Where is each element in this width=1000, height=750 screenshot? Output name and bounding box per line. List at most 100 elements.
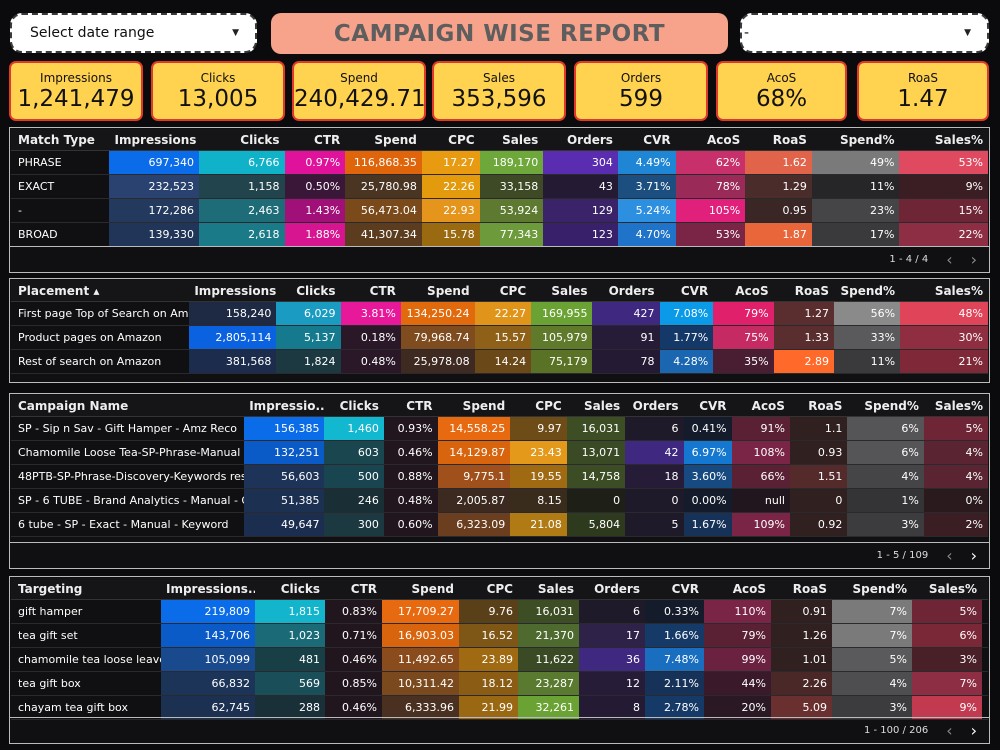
table-cell: - xyxy=(18,204,22,217)
column-header[interactable]: Spend xyxy=(462,399,506,413)
column-header[interactable]: CVR xyxy=(643,133,671,147)
column-header[interactable]: Impressions ▾ xyxy=(114,133,200,147)
chevron-right-icon[interactable]: › xyxy=(970,721,977,740)
column-header[interactable]: Spend xyxy=(411,582,454,596)
table-row[interactable]: chayam tea gift box 62,745 288 0.46% 6,333.9… xyxy=(11,696,988,720)
column-header[interactable]: Sales xyxy=(583,399,621,413)
table-cell: 6,029 xyxy=(276,302,341,325)
targeting-table: Targeting Impressions... Clicks CTR Spend CPC… xyxy=(9,576,990,744)
column-header[interactable]: CVR xyxy=(671,582,699,596)
table-cell: 5,804 xyxy=(566,513,626,536)
column-header[interactable]: CPC xyxy=(448,133,475,147)
table-row[interactable]: SP - 6 TUBE - Brand Analytics - Manual -… xyxy=(11,489,988,513)
table-row[interactable]: - 172,286 2,463 1.43% 56,473.04 22.93 53,924 12… xyxy=(11,199,989,223)
table-row[interactable]: Chamomile Loose Tea-SP-Phrase-Manual 132,… xyxy=(11,441,988,465)
column-header[interactable]: CTR xyxy=(350,582,377,596)
column-header[interactable]: Impressions xyxy=(194,284,277,298)
table-cell: 21,370 xyxy=(518,624,579,647)
table-row[interactable]: EXACT 232,523 1,158 0.50% 25,780.98 22.26 33,1… xyxy=(11,175,989,199)
chevron-left-icon[interactable]: ‹ xyxy=(946,546,953,565)
column-header[interactable]: CVR xyxy=(680,284,709,298)
kpi-label: Clicks xyxy=(200,71,236,85)
column-header[interactable]: Targeting xyxy=(18,582,83,596)
date-range-dropdown[interactable]: Select date range ▼ xyxy=(10,13,257,53)
table-row[interactable]: PHRASE 697,340 6,766 0.97% 116,868.35 17.27 18… xyxy=(11,151,989,175)
column-header[interactable]: RoaS xyxy=(794,284,829,298)
table-row[interactable]: gift hamper 219,809 1,815 0.83% 17,709.27 9.7… xyxy=(11,600,988,624)
chevron-right-icon[interactable]: › xyxy=(970,250,977,269)
column-header[interactable]: Sales xyxy=(551,284,588,298)
table-cell: 1.77% xyxy=(659,326,714,349)
column-header[interactable]: Spend xyxy=(427,284,470,298)
table-cell: 15.78 xyxy=(421,223,480,246)
column-header[interactable]: Impressio... xyxy=(249,399,325,413)
column-header[interactable]: Spend xyxy=(374,133,417,147)
column-header[interactable]: Sales% xyxy=(934,399,983,413)
kpi-label: Sales xyxy=(483,71,515,85)
campaign-table: Campaign Name Impressio... Clicks CTR Spend C… xyxy=(9,393,990,569)
table-cell: 23% xyxy=(811,199,900,222)
column-header[interactable]: Placement ▴ xyxy=(18,284,100,298)
chevron-left-icon[interactable]: ‹ xyxy=(946,250,953,269)
column-header[interactable]: Orders xyxy=(566,133,613,147)
filter-dropdown[interactable]: - ▼ xyxy=(740,13,989,53)
table-row[interactable]: Product pages on Amazon 2,805,114 5,137 0.1… xyxy=(11,326,988,350)
table-cell: 1,460 xyxy=(324,417,384,440)
column-header[interactable]: Clicks xyxy=(240,133,280,147)
column-header[interactable]: Orders xyxy=(632,399,679,413)
table-cell: 5 xyxy=(625,513,684,536)
table-row[interactable]: First page Top of Search on Amazon158,24… xyxy=(11,302,988,326)
table-row[interactable]: SP - Sip n Sav - Gift Hamper - Amz Reco 1… xyxy=(11,417,988,441)
column-header[interactable]: CTR xyxy=(369,284,396,298)
column-header[interactable]: Sales xyxy=(502,133,539,147)
column-header[interactable]: Spend% xyxy=(839,133,895,147)
chevron-right-icon[interactable]: › xyxy=(970,546,977,565)
column-header[interactable]: Sales xyxy=(537,582,574,596)
column-header[interactable]: Sales% xyxy=(934,133,984,147)
column-header[interactable]: AcoS xyxy=(735,284,769,298)
column-header[interactable]: CTR xyxy=(406,399,433,413)
table-row[interactable]: 48PTB-SP-Phrase-Discovery-Keywords resea… xyxy=(11,465,988,489)
column-header[interactable]: Impressions... xyxy=(166,582,255,596)
column-header[interactable]: AcoS xyxy=(732,582,766,596)
table-row[interactable]: BROAD 139,330 2,618 1.88% 41,307.34 15.78 77,3… xyxy=(11,223,989,247)
column-header[interactable]: CPC xyxy=(499,284,527,298)
column-header[interactable]: Orders xyxy=(608,284,655,298)
column-header[interactable]: Spend% xyxy=(864,399,919,413)
column-header[interactable]: RoaS xyxy=(792,582,827,596)
column-header[interactable]: Sales% xyxy=(934,284,983,298)
column-header[interactable]: CVR xyxy=(699,399,727,413)
column-header[interactable]: Spend% xyxy=(840,284,896,298)
table-cell: 108% xyxy=(731,441,790,464)
match-type-table: Match Type Impressions ▾ Clicks CTR Spend CPC… xyxy=(9,127,990,273)
column-header[interactable]: RoaS xyxy=(772,133,807,147)
chevron-left-icon[interactable]: ‹ xyxy=(946,721,953,740)
table-cell: 17,709.27 xyxy=(382,600,459,623)
column-header[interactable]: AcoS xyxy=(706,133,741,147)
column-header[interactable]: CPC xyxy=(486,582,513,596)
table-cell: 288 xyxy=(255,696,325,719)
column-header[interactable]: Campaign Name xyxy=(18,399,129,413)
column-header[interactable]: CPC xyxy=(535,399,562,413)
table-cell: 0.97% xyxy=(284,151,346,174)
column-header[interactable]: Orders xyxy=(594,582,640,596)
column-header[interactable]: Clicks xyxy=(296,284,336,298)
table-cell: 22% xyxy=(899,223,989,246)
column-header[interactable]: RoaS xyxy=(808,399,843,413)
column-header[interactable]: Spend% xyxy=(852,582,907,596)
column-header[interactable]: Sales% xyxy=(928,582,977,596)
table-cell: 43 xyxy=(543,175,618,198)
column-header[interactable]: Clicks xyxy=(339,399,379,413)
column-header[interactable]: Clicks xyxy=(280,582,320,596)
table-row[interactable]: Rest of search on Amazon 381,568 1,824 0.48… xyxy=(11,350,988,374)
table-cell: 66% xyxy=(731,465,790,488)
table-cell: 1,158 xyxy=(199,175,285,198)
table-cell: 5.24% xyxy=(617,199,676,222)
table-row[interactable]: tea gift box 66,832 569 0.85% 10,311.42 18.12… xyxy=(11,672,988,696)
table-row[interactable]: tea gift set 143,706 1,023 0.71% 16,903.03 16… xyxy=(11,624,988,648)
column-header[interactable]: CTR xyxy=(314,133,341,147)
column-header[interactable]: AcoS xyxy=(751,399,785,413)
table-row[interactable]: chamomile tea loose leaves 105,099 481 0.46… xyxy=(11,648,988,672)
column-header[interactable]: Match Type xyxy=(18,133,95,147)
table-row[interactable]: 6 tube - SP - Exact - Manual - Keyword 49… xyxy=(11,513,988,537)
